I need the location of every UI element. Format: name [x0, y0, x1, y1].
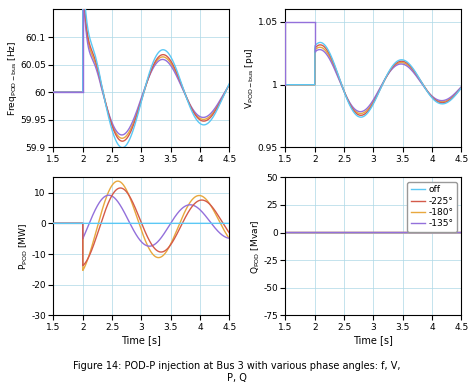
Y-axis label: V$_{\mathregular{POD-bus}}$ [pu]: V$_{\mathregular{POD-bus}}$ [pu] [243, 48, 256, 109]
Text: Figure 14: POD-P injection at Bus 3 with various phase angles: f, V,
P, Q: Figure 14: POD-P injection at Bus 3 with… [73, 362, 401, 383]
Y-axis label: Freq$_{\mathregular{POD-bus}}$ [Hz]: Freq$_{\mathregular{POD-bus}}$ [Hz] [6, 41, 18, 116]
Y-axis label: Q$_{\mathregular{POD}}$ [Mvar]: Q$_{\mathregular{POD}}$ [Mvar] [249, 219, 262, 274]
Legend: off, -225°, -180°, -135°: off, -225°, -180°, -135° [408, 182, 457, 232]
X-axis label: Time [s]: Time [s] [354, 335, 393, 345]
Y-axis label: P$_{\mathregular{POD}}$ [MW]: P$_{\mathregular{POD}}$ [MW] [17, 223, 30, 270]
X-axis label: Time [s]: Time [s] [121, 335, 161, 345]
